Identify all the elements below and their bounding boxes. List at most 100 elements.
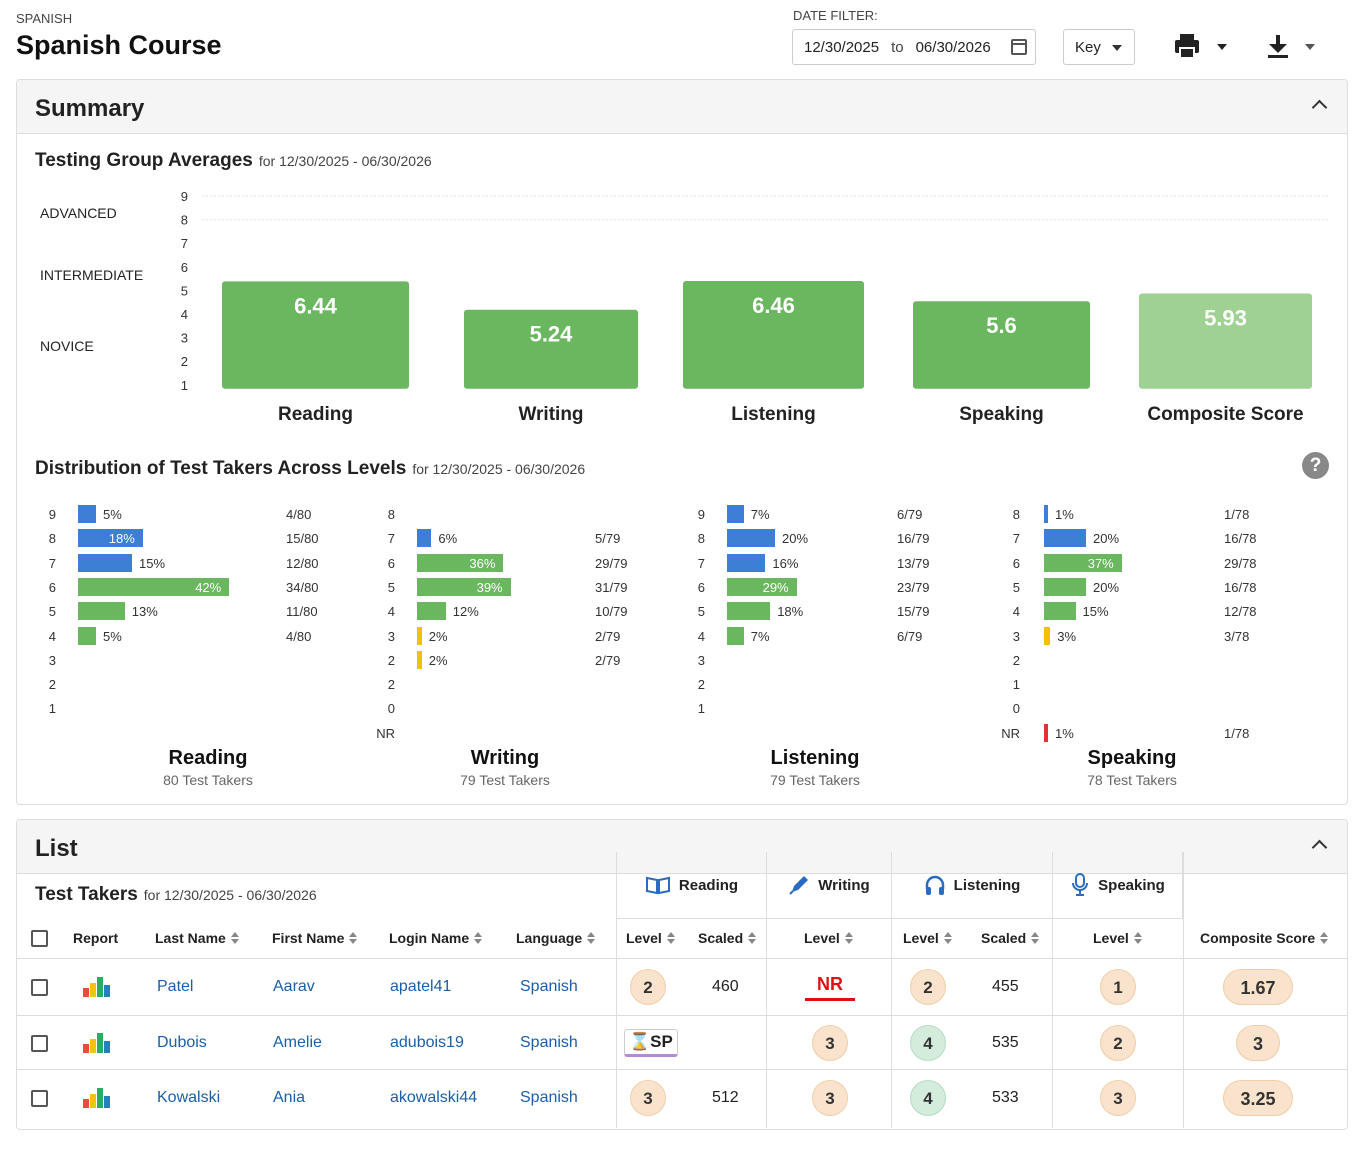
distribution-bar[interactable]: [1044, 529, 1086, 548]
first-name-link[interactable]: Aarav: [273, 978, 315, 995]
print-menu-button[interactable]: [1174, 33, 1234, 61]
distribution-percent: 20%: [1093, 579, 1120, 595]
distribution-bar[interactable]: [1044, 553, 1122, 572]
key-dropdown-button[interactable]: Key: [1063, 29, 1135, 65]
distribution-bar[interactable]: [78, 626, 96, 645]
distribution-row: 7 15% 12/80: [36, 553, 336, 572]
distribution-bar[interactable]: [1044, 577, 1086, 596]
distribution-row: 3 3% 3/78: [1000, 626, 1300, 645]
login-name-link[interactable]: apatel41: [390, 978, 452, 995]
bar-writing[interactable]: [464, 309, 638, 389]
row-report-link[interactable]: [83, 960, 110, 1014]
row-checkbox[interactable]: [31, 1089, 48, 1107]
select-all-checkbox[interactable]: [31, 929, 48, 947]
row-report-link[interactable]: [83, 1071, 110, 1125]
col-header-reading-scaled[interactable]: Scaled: [698, 920, 757, 956]
group-speaking-label: Speaking: [1098, 876, 1165, 894]
col-header-language[interactable]: Language: [516, 920, 596, 956]
report-chart-icon[interactable]: [83, 1088, 110, 1108]
sort-icon[interactable]: [349, 932, 358, 944]
report-chart-icon[interactable]: [83, 1033, 110, 1053]
distribution-bar[interactable]: [78, 577, 230, 596]
distribution-bar[interactable]: [417, 602, 446, 621]
report-chart-icon[interactable]: [83, 977, 110, 997]
sort-icon[interactable]: [666, 932, 675, 944]
distribution-bar[interactable]: [727, 577, 797, 596]
row-checkbox[interactable]: [31, 978, 48, 996]
distribution-bar[interactable]: [78, 553, 132, 572]
distribution-bar[interactable]: [417, 529, 432, 548]
language-link[interactable]: Spanish: [520, 978, 578, 995]
col-header-last-name[interactable]: Last Name: [155, 920, 239, 956]
distribution-bar[interactable]: [417, 553, 504, 572]
language-link[interactable]: Spanish: [520, 1034, 578, 1051]
login-name-link[interactable]: adubois19: [390, 1034, 464, 1051]
col-header-listening-level[interactable]: Level: [903, 920, 952, 956]
col-header-login-name[interactable]: Login Name: [389, 920, 483, 956]
distribution-bar[interactable]: [727, 553, 766, 572]
first-name-link[interactable]: Ania: [273, 1089, 306, 1106]
distribution-bar[interactable]: [1044, 723, 1048, 742]
col-header-first-name[interactable]: First Name: [272, 920, 358, 956]
calendar-icon[interactable]: [1011, 39, 1027, 55]
row-select[interactable]: [31, 1071, 48, 1125]
sort-icon[interactable]: [1320, 932, 1329, 944]
distribution-bar[interactable]: [417, 650, 422, 669]
row-report-link[interactable]: [83, 1016, 110, 1070]
row-select[interactable]: [31, 1016, 48, 1070]
summary-panel-header[interactable]: Summary: [17, 80, 1347, 134]
sort-icon[interactable]: [230, 932, 239, 944]
date-range-input[interactable]: 12/30/2025 to 06/30/2026: [792, 29, 1036, 65]
sort-icon[interactable]: [943, 932, 952, 944]
level-number: NR: [376, 725, 395, 741]
distribution-bar[interactable]: [727, 626, 744, 645]
level-number: 7: [387, 531, 395, 547]
distribution-bar[interactable]: [727, 529, 775, 548]
distribution-bar[interactable]: [417, 626, 422, 645]
row-select[interactable]: [31, 960, 48, 1014]
language-link[interactable]: Spanish: [520, 1089, 578, 1106]
bar-speaking[interactable]: [913, 301, 1090, 389]
bar-composite-score[interactable]: [1139, 293, 1312, 389]
distribution-bar[interactable]: [1044, 505, 1048, 523]
distribution-bar[interactable]: [727, 602, 771, 621]
last-name-link[interactable]: Patel: [157, 978, 194, 995]
list-panel-header[interactable]: List: [17, 820, 1347, 874]
level-number: 4: [48, 628, 56, 644]
header-select-all[interactable]: [31, 920, 48, 956]
last-name-link[interactable]: Kowalski: [157, 1089, 221, 1106]
sort-icon[interactable]: [474, 932, 483, 944]
col-header-reading-level[interactable]: Level: [626, 920, 675, 956]
sort-icon[interactable]: [748, 932, 757, 944]
distribution-bar[interactable]: [727, 505, 744, 523]
last-name-link[interactable]: Dubois: [157, 1034, 207, 1051]
col-header-listening-scaled[interactable]: Scaled: [981, 920, 1040, 956]
col-header-composite-score[interactable]: Composite Score: [1200, 920, 1329, 956]
download-menu-button[interactable]: [1264, 33, 1324, 61]
bar-listening[interactable]: [683, 280, 864, 389]
login-name-link[interactable]: akowalski44: [390, 1089, 478, 1106]
date-to-value[interactable]: 06/30/2026: [915, 38, 991, 56]
date-from-value[interactable]: 12/30/2025: [804, 38, 880, 56]
col-header-speaking-level[interactable]: Level: [1093, 920, 1142, 956]
sort-icon[interactable]: [844, 932, 853, 944]
first-name-link[interactable]: Amelie: [273, 1034, 322, 1051]
chevron-up-icon[interactable]: [1311, 839, 1328, 856]
listening-scaled: 535: [992, 1034, 1019, 1051]
sort-icon[interactable]: [587, 932, 596, 944]
row-checkbox[interactable]: [31, 1034, 48, 1052]
sort-icon[interactable]: [1133, 932, 1142, 944]
distribution-row: 6 36% 29/79: [375, 553, 675, 572]
distribution-bar[interactable]: [1044, 626, 1051, 645]
distribution-bar[interactable]: [78, 505, 96, 523]
col-header-writing-level[interactable]: Level: [804, 920, 853, 956]
distribution-taker-count: 80 Test Takers: [163, 772, 253, 788]
bar-reading[interactable]: [222, 281, 409, 389]
help-icon[interactable]: ?: [1302, 452, 1329, 479]
sort-icon[interactable]: [1031, 932, 1040, 944]
distribution-bar[interactable]: [78, 529, 143, 548]
distribution-bar[interactable]: [78, 602, 125, 621]
distribution-bar[interactable]: [417, 577, 511, 596]
distribution-bar[interactable]: [1044, 602, 1076, 621]
page-title: Spanish Course: [16, 30, 222, 60]
